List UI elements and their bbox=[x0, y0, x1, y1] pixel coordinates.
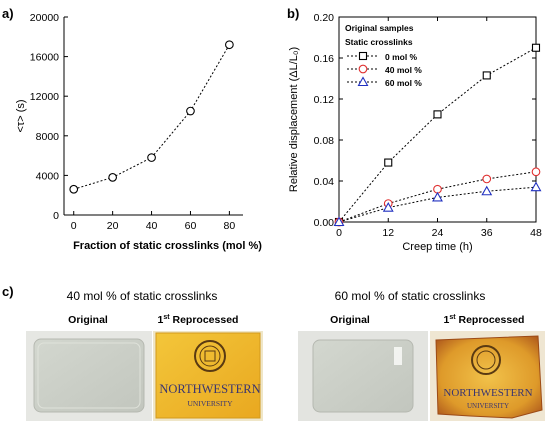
data-point bbox=[108, 173, 117, 182]
panel-label-a: a) bbox=[2, 6, 14, 21]
x-tick-label: 80 bbox=[224, 220, 236, 232]
y-tick-label: 0 bbox=[53, 210, 59, 222]
x-tick-label: 48 bbox=[530, 227, 542, 239]
logo-line1-left: NORTHWESTERN bbox=[159, 382, 260, 396]
x-tick-label: 12 bbox=[382, 227, 394, 239]
original-label-right: Original bbox=[330, 314, 370, 326]
chart-a: 0 4000 8000 12000 16000 20000 0 20 40 60 80 Fractio… bbox=[15, 12, 262, 252]
data-point bbox=[531, 167, 541, 177]
data-point bbox=[147, 153, 156, 162]
legend-label: 0 mol % bbox=[385, 52, 418, 62]
university-seal-left bbox=[194, 340, 226, 372]
x-tick-label: 24 bbox=[432, 227, 444, 239]
reprocessed-sample-40: NORTHWESTERN UNIVERSITY bbox=[153, 331, 263, 421]
data-point bbox=[382, 202, 394, 212]
y-tick-label: 4000 bbox=[36, 170, 60, 182]
data-point bbox=[69, 184, 79, 194]
data-point bbox=[333, 216, 345, 227]
series-line bbox=[73, 44, 230, 190]
y-axis-title: Relative displacement (ΔL/L₀) bbox=[288, 47, 300, 192]
x-tick-label: 36 bbox=[481, 227, 493, 239]
y-tick-label: 0.20 bbox=[314, 12, 335, 24]
data-point bbox=[530, 181, 542, 192]
original-sample-60 bbox=[298, 331, 428, 421]
y-tick-label: 8000 bbox=[36, 131, 60, 143]
data-point bbox=[186, 106, 195, 116]
logo-line2-right: UNIVERSITY bbox=[467, 402, 509, 410]
reprocessed-sample-60: NORTHWESTERN UNIVERSITY bbox=[430, 331, 545, 421]
chart-b: 0.00 0.04 0.08 0.12 0.16 0.20 0 12 24 36 48 Creep t… bbox=[288, 12, 542, 253]
data-point bbox=[531, 43, 541, 52]
y-tick-label: 16000 bbox=[30, 52, 59, 64]
university-seal-right bbox=[471, 345, 501, 375]
x-tick-label: 0 bbox=[71, 220, 77, 232]
data-point bbox=[432, 191, 443, 202]
legend-marker bbox=[357, 76, 369, 87]
y-tick-label: 0.04 bbox=[314, 176, 335, 188]
logo-line2-left: UNIVERSITY bbox=[188, 399, 234, 408]
original-label-left: Original bbox=[68, 314, 108, 326]
panel-label-c: c) bbox=[2, 284, 14, 299]
y-tick-label: 0.12 bbox=[314, 94, 335, 106]
data-point bbox=[482, 174, 492, 184]
y-tick-label: 0.08 bbox=[314, 135, 335, 147]
x-axis-title: Fraction of static crosslinks (mol %) bbox=[73, 240, 262, 252]
y-tick-label: 0.00 bbox=[314, 217, 335, 229]
legend-marker bbox=[358, 51, 368, 61]
x-tick-label: 20 bbox=[107, 220, 119, 232]
data-point bbox=[482, 71, 491, 80]
caption-40-mol: 40 mol % of static crosslinks bbox=[67, 289, 218, 303]
x-tick-label: 60 bbox=[185, 220, 197, 232]
legend-marker bbox=[358, 64, 368, 74]
logo-line1-right: NORTHWESTERN bbox=[443, 387, 532, 399]
legend-title-2: Static crosslinks bbox=[345, 37, 413, 47]
caption-60-mol: 60 mol % of static crosslinks bbox=[335, 289, 486, 303]
x-axis-title: Creep time (h) bbox=[402, 241, 472, 253]
x-tick-label: 40 bbox=[146, 220, 158, 232]
legend-title-1: Original samples bbox=[345, 23, 414, 33]
data-point bbox=[433, 110, 442, 119]
data-point bbox=[225, 40, 234, 50]
data-point bbox=[481, 185, 493, 196]
y-tick-label: 0.16 bbox=[314, 53, 335, 65]
y-axis-title: <τ> (s) bbox=[15, 99, 27, 132]
y-tick-label: 20000 bbox=[30, 12, 59, 24]
legend-label: 60 mol % bbox=[385, 78, 422, 88]
data-point bbox=[384, 158, 393, 167]
legend-label: 40 mol % bbox=[385, 65, 422, 75]
panel-label-b: b) bbox=[287, 6, 299, 21]
x-tick-label: 0 bbox=[336, 227, 342, 239]
reprocessed-label-left: 1st Reprocessed bbox=[158, 314, 239, 326]
reprocessed-label-right: 1st Reprocessed bbox=[444, 314, 525, 326]
y-tick-label: 12000 bbox=[30, 91, 59, 103]
original-sample-40 bbox=[26, 331, 152, 421]
